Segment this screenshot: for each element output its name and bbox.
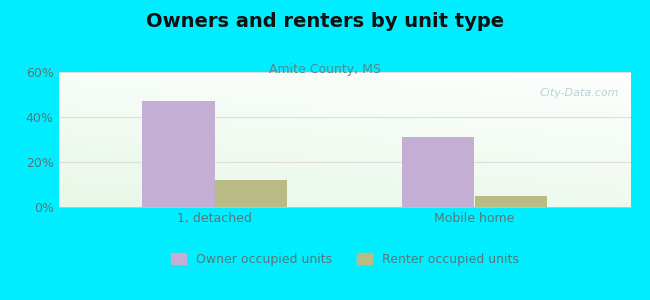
Text: City-Data.com: City-Data.com: [540, 88, 619, 98]
Legend: Owner occupied units, Renter occupied units: Owner occupied units, Renter occupied un…: [166, 248, 523, 271]
Bar: [474, 196, 547, 207]
Bar: [214, 180, 287, 207]
Bar: [142, 101, 214, 207]
Bar: [402, 137, 474, 207]
Text: Owners and renters by unit type: Owners and renters by unit type: [146, 12, 504, 31]
Text: Amite County, MS: Amite County, MS: [269, 63, 381, 76]
